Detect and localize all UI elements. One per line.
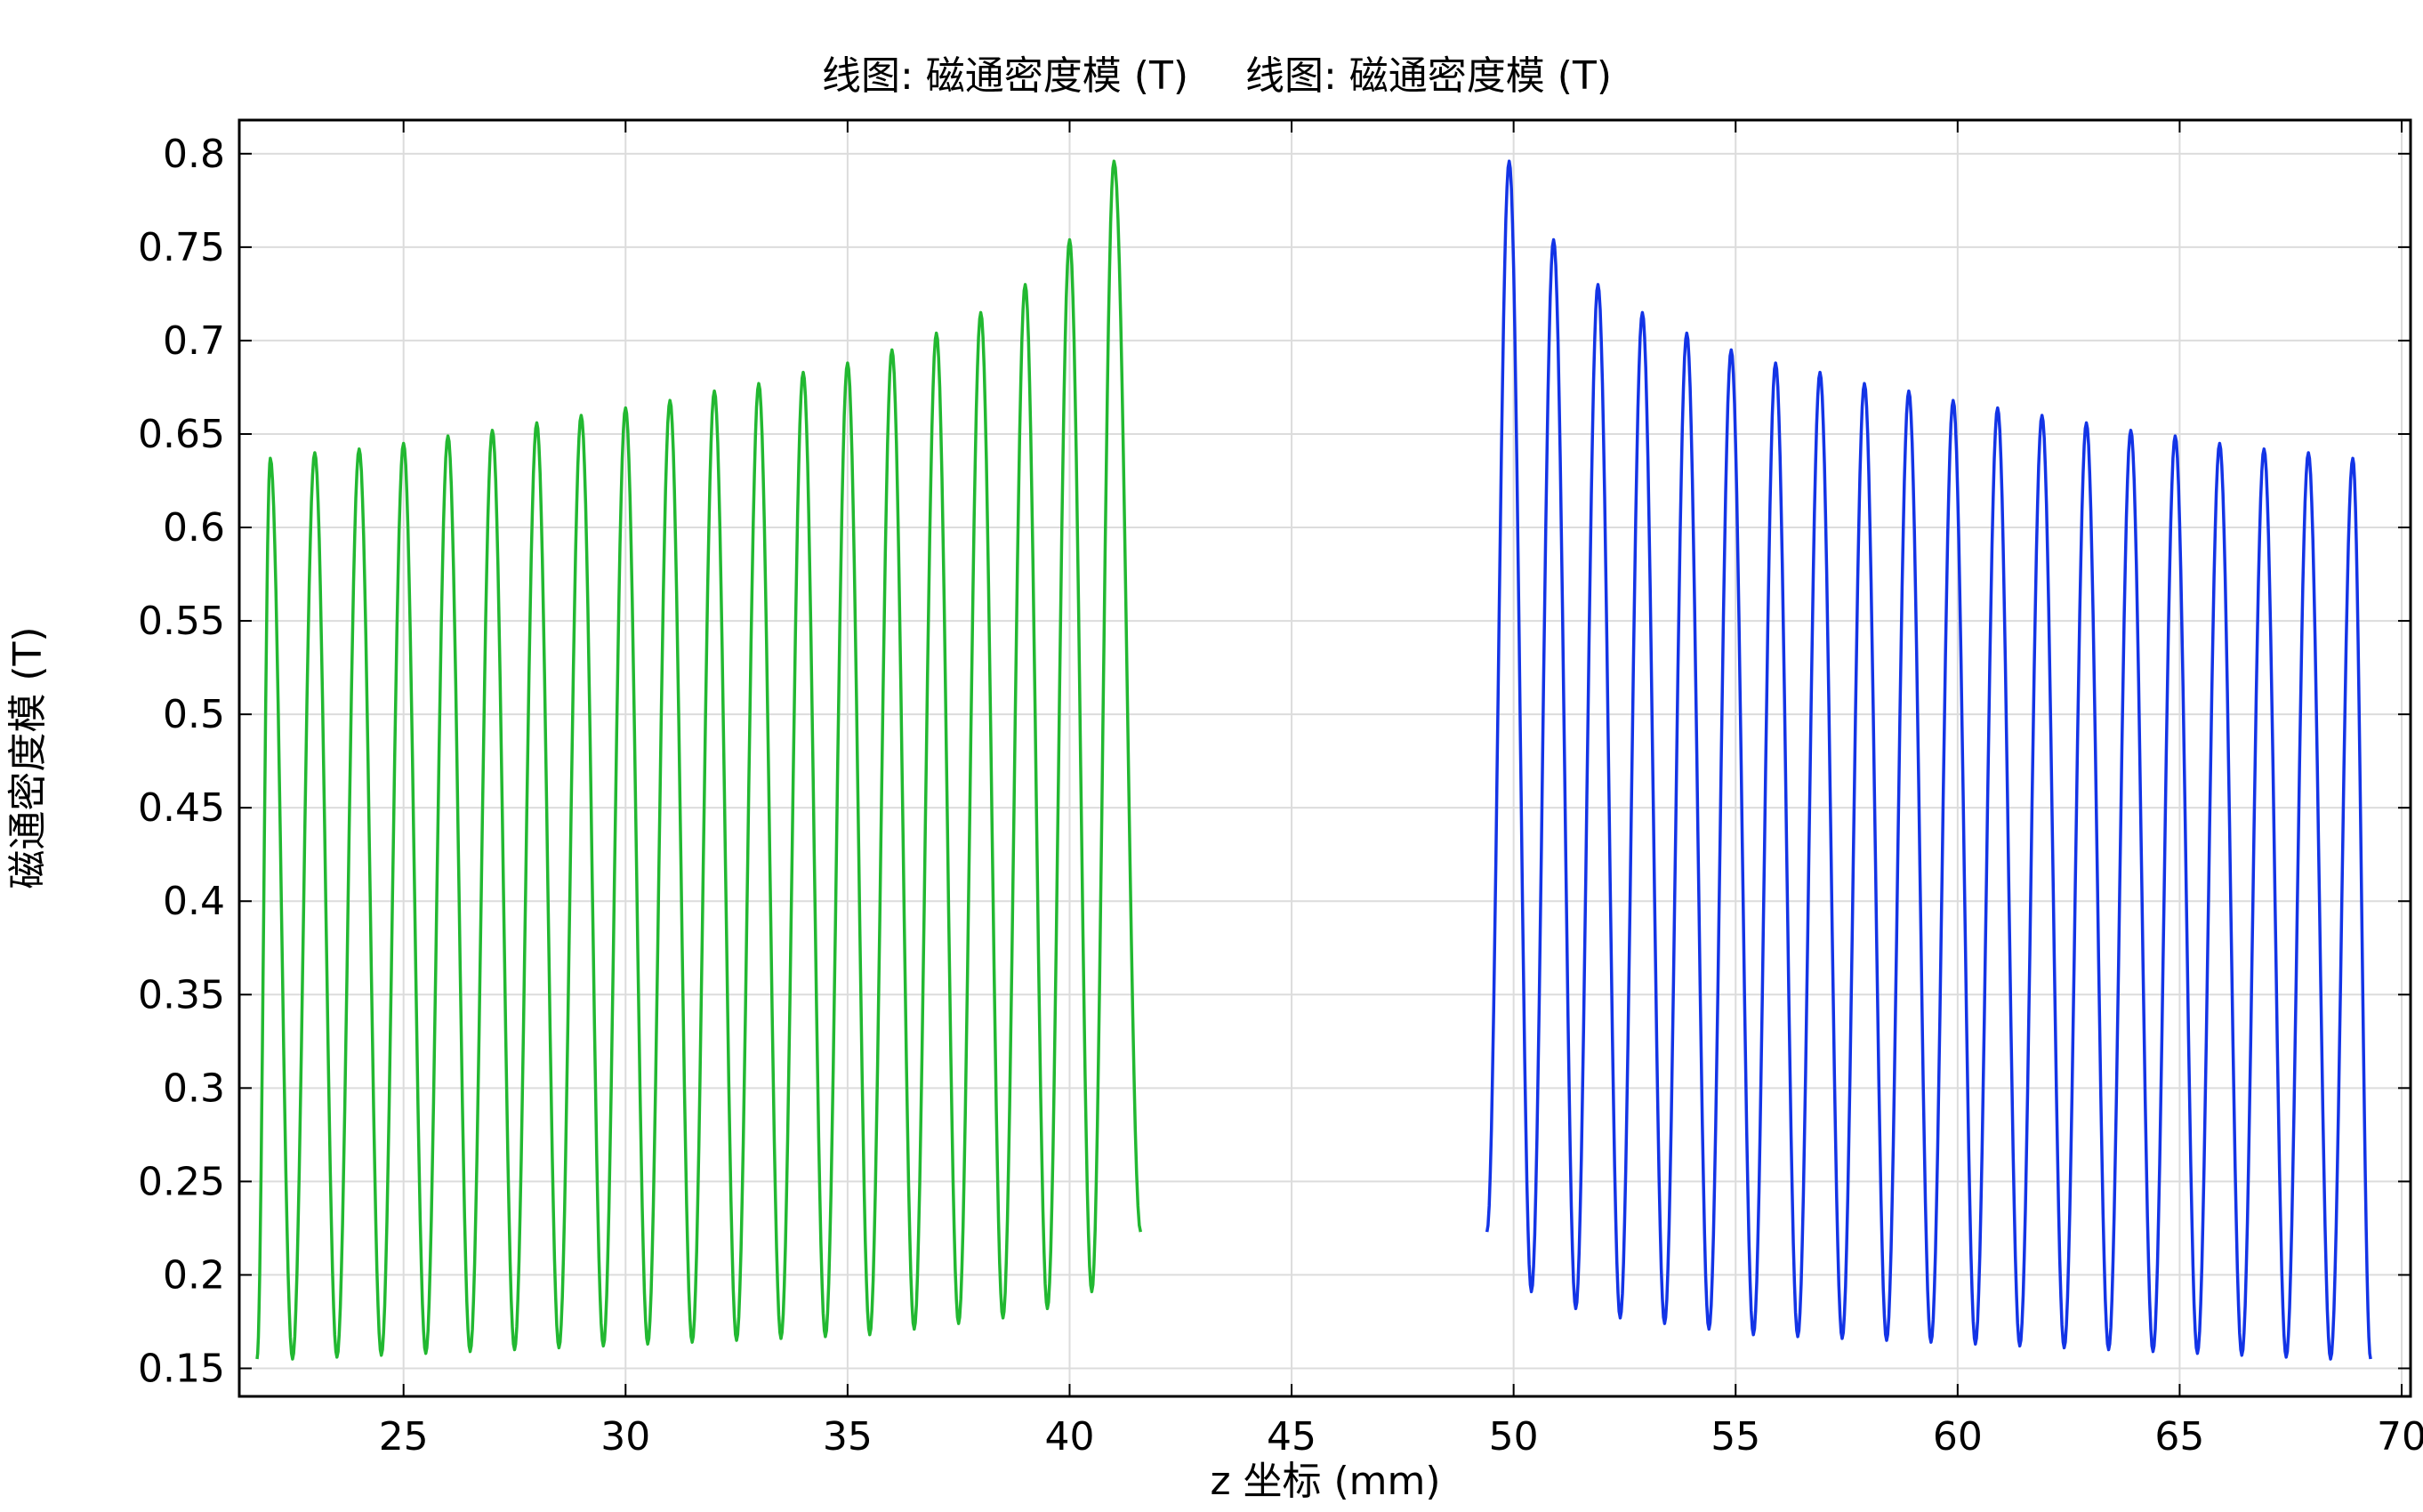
x-tick-labels: 25 30 35 40 45 50 55 60 65 70 [379, 1414, 2423, 1460]
y-tick-label: 0.4 [163, 879, 225, 924]
x-tick-label: 30 [600, 1414, 650, 1460]
y-tick-label: 0.55 [138, 599, 225, 644]
x-tick-label: 45 [1267, 1414, 1316, 1460]
plot-frame [237, 118, 2412, 1398]
y-tick-label: 0.45 [138, 785, 225, 831]
y-axis-label: 磁通密度模 (T) [5, 626, 51, 889]
y-tick-label: 0.25 [138, 1159, 225, 1204]
y-tick-label: 0.8 [163, 132, 225, 177]
y-tick-label: 0.6 [163, 505, 225, 551]
x-tick-label: 55 [1711, 1414, 1760, 1460]
y-tick-labels: 0.15 0.2 0.25 0.3 0.35 0.4 0.45 0.5 0.55 0.6 0.65 0… [138, 132, 225, 1392]
y-tick-label: 0.15 [138, 1346, 225, 1391]
series-layer [255, 159, 2372, 1361]
x-tick-label: 35 [823, 1414, 873, 1460]
y-tick-label: 0.65 [138, 412, 225, 457]
y-tick-label: 0.7 [163, 318, 225, 364]
x-tick-label: 60 [1933, 1414, 1983, 1460]
x-tick-label: 40 [1044, 1414, 1094, 1460]
y-tick-label: 0.3 [163, 1066, 225, 1111]
chart-title-2: 线图: 磁通密度模 (T) [1245, 53, 1612, 99]
y-tick-label: 0.5 [163, 692, 225, 737]
series-line-2 [1485, 159, 2372, 1361]
x-tick-label: 25 [379, 1414, 429, 1460]
x-tick-label: 50 [1489, 1414, 1539, 1460]
ticks [239, 120, 2411, 1396]
chart-title-1: 线图: 磁通密度模 (T) [822, 53, 1188, 99]
x-tick-label: 70 [2377, 1414, 2423, 1460]
x-axis-label: z 坐标 (mm) [1210, 1459, 1440, 1504]
x-tick-label: 65 [2154, 1414, 2204, 1460]
y-tick-label: 0.75 [138, 225, 225, 270]
y-tick-label: 0.2 [163, 1252, 225, 1298]
y-tick-label: 0.35 [138, 972, 225, 1017]
series-line-1 [255, 159, 1143, 1361]
